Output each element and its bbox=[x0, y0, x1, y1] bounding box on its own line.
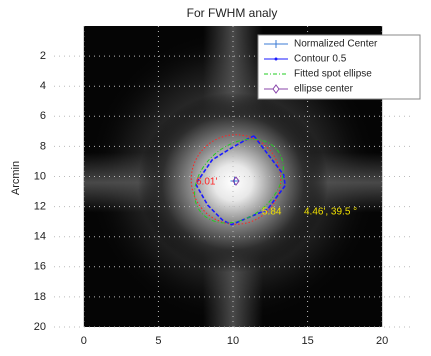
legend-label: Normalized Center bbox=[294, 39, 378, 50]
legend-marker bbox=[275, 58, 278, 61]
x-tick-label: 20 bbox=[376, 335, 388, 347]
y-tick-label: 18 bbox=[34, 291, 46, 303]
y-tick-label: 10 bbox=[34, 170, 46, 182]
image-core bbox=[138, 93, 328, 273]
chart-title: For FWHM analy bbox=[187, 6, 278, 20]
y-tick-label: 4 bbox=[40, 80, 46, 92]
annotation: 5.84 bbox=[262, 207, 282, 218]
page: For FWHM analy Arcmin 0 5 10 15 20 2 4 6 8 10 12 14… bbox=[0, 0, 431, 356]
legend-label: Contour 0.5 bbox=[294, 54, 347, 65]
chart: For FWHM analy Arcmin 0 5 10 15 20 2 4 6 8 10 12 14… bbox=[0, 0, 431, 351]
y-tick-label: 16 bbox=[34, 261, 46, 273]
y-tick-label: 20 bbox=[34, 321, 46, 333]
y-tick-label: 12 bbox=[34, 201, 46, 213]
y-tick-label: 8 bbox=[40, 140, 46, 152]
x-tick-label: 0 bbox=[81, 335, 87, 347]
y-tick-label: 14 bbox=[34, 231, 46, 243]
x-tick-label: 5 bbox=[155, 335, 161, 347]
y-axis-label: Arcmin bbox=[10, 161, 22, 195]
y-tick-label: 6 bbox=[40, 110, 46, 122]
annotation: 6.01' bbox=[196, 177, 217, 188]
legend-label: Fitted spot ellipse bbox=[294, 69, 372, 80]
x-tick-label: 15 bbox=[301, 335, 313, 347]
y-tick-label: 2 bbox=[40, 50, 46, 62]
legend-label: ellipse center bbox=[294, 84, 354, 95]
annotation: 4.46', 39.5 ° bbox=[304, 207, 357, 218]
x-tick-label: 10 bbox=[227, 335, 239, 347]
